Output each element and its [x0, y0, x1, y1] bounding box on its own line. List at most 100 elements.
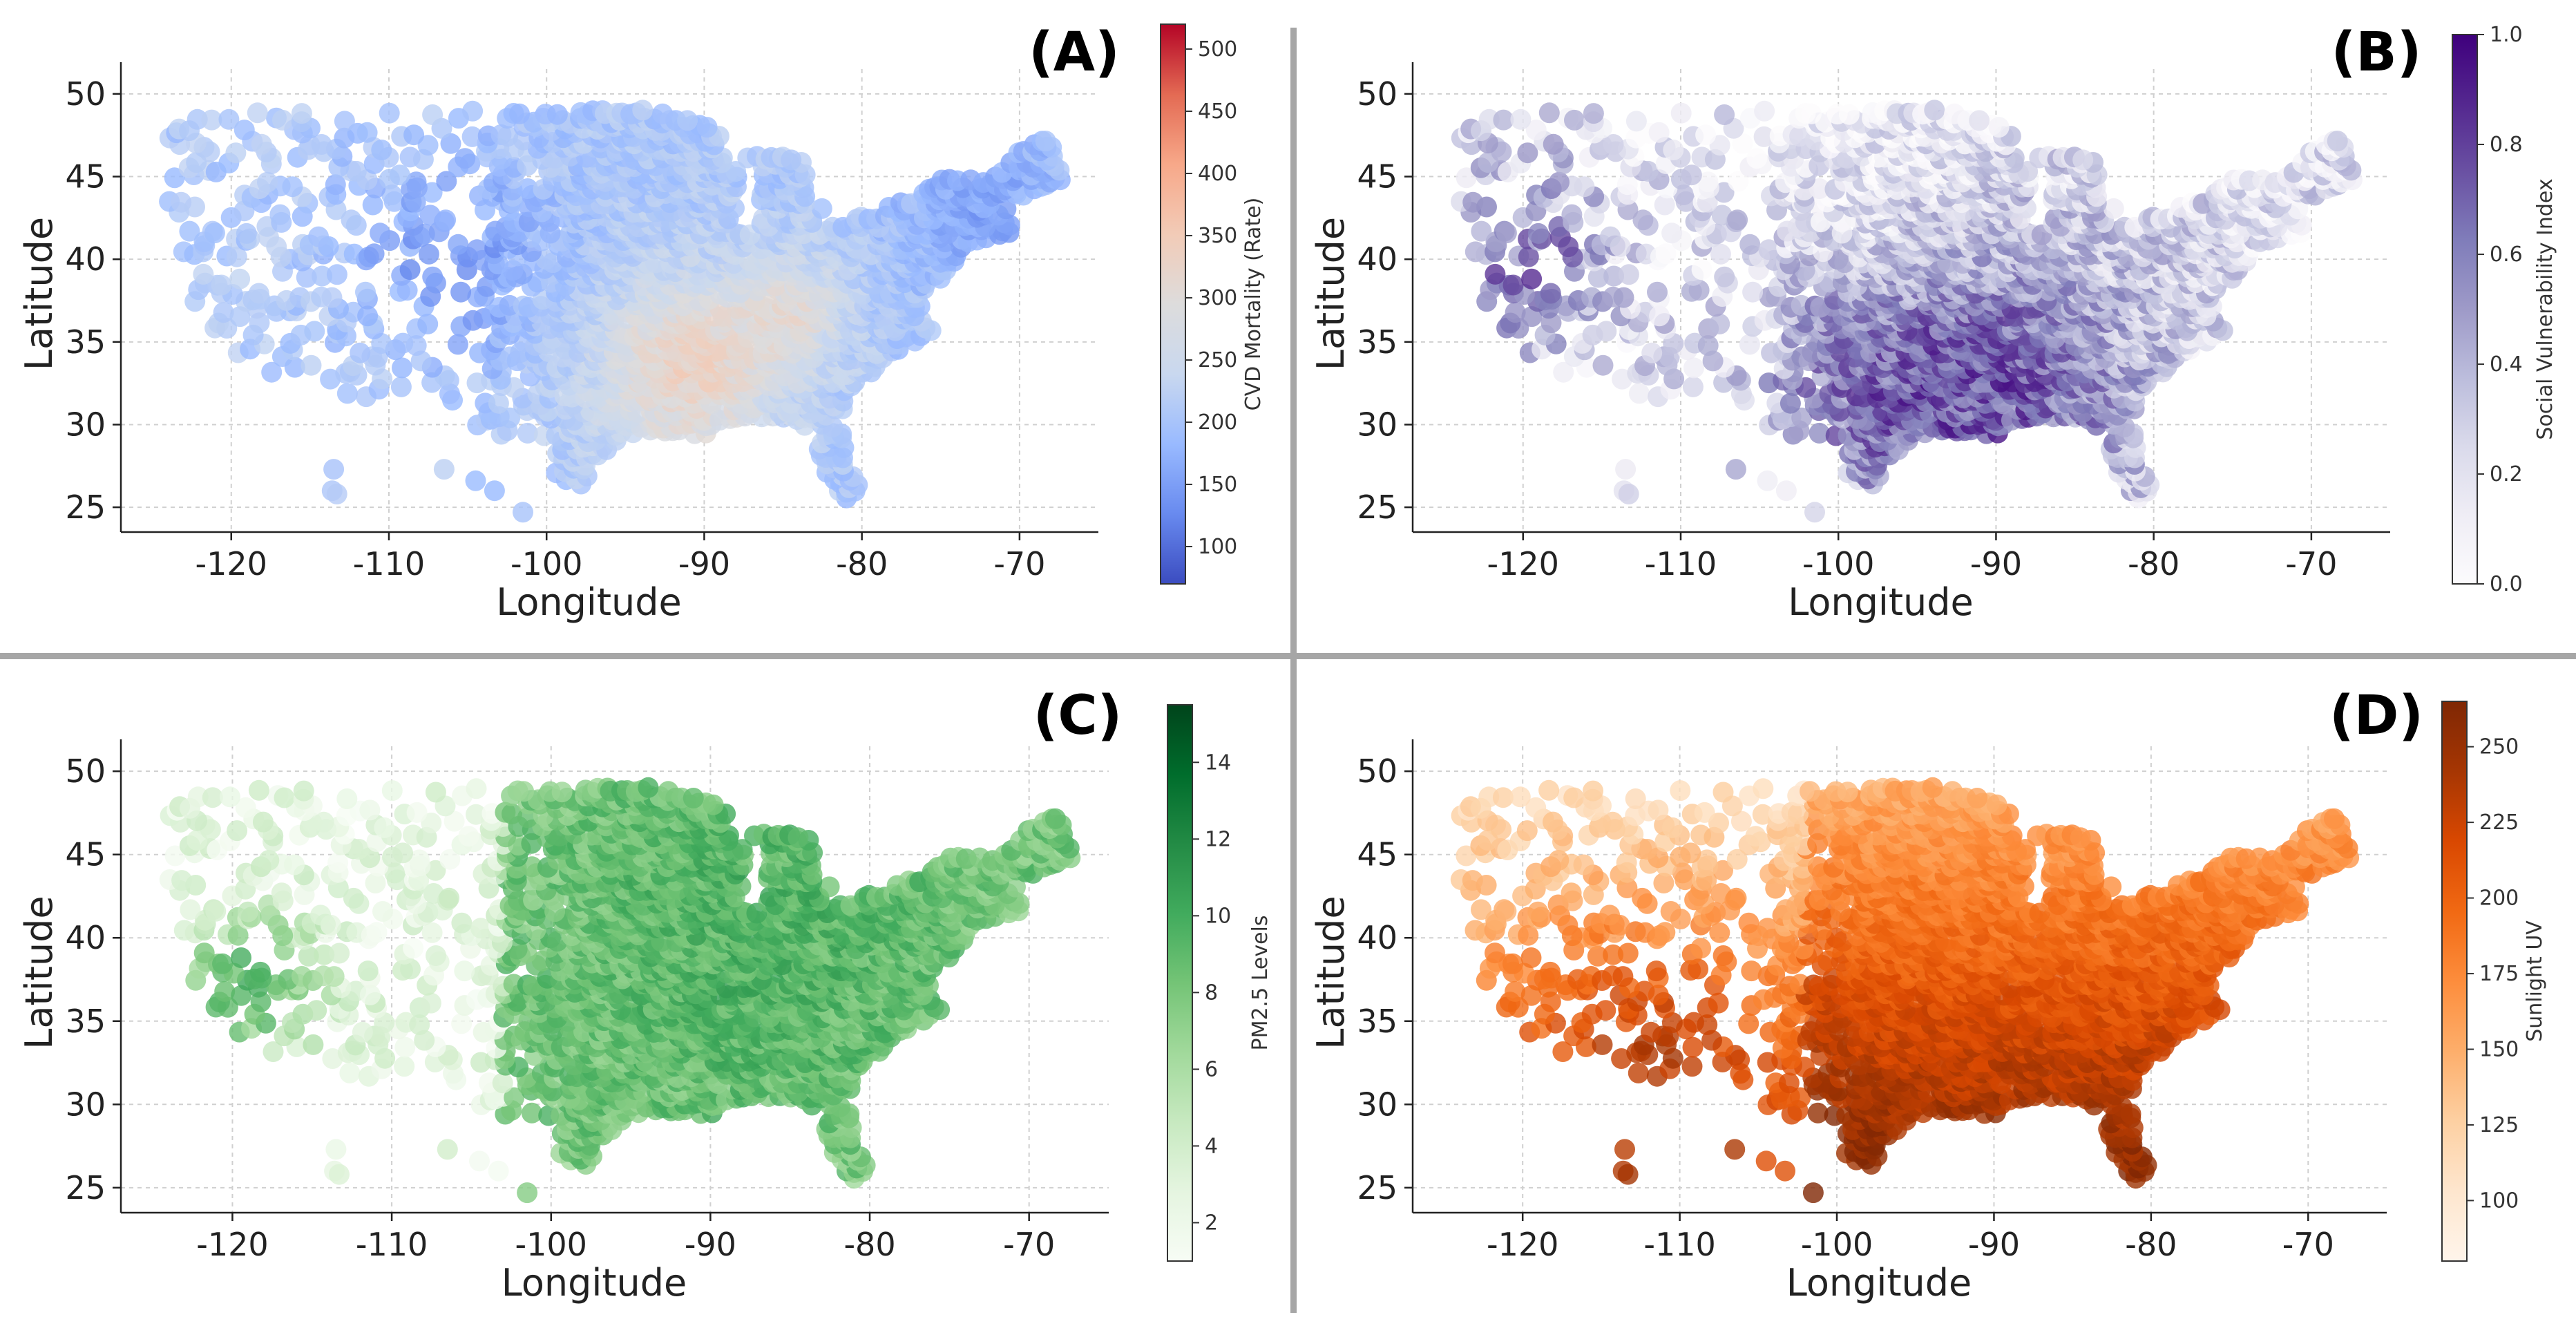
- data-point: [1596, 321, 1617, 342]
- data-point: [392, 357, 412, 379]
- data-point: [1801, 103, 1822, 124]
- data-point: [1683, 357, 1704, 379]
- x-tick-label: -110: [353, 545, 425, 583]
- data-point: [1613, 287, 1634, 308]
- panel-label: (A): [1029, 21, 1120, 84]
- colorbar-tick-label: 400: [1198, 162, 1237, 186]
- y-axis-label: Latitude: [17, 217, 61, 370]
- data-point: [652, 103, 674, 124]
- data-point: [350, 342, 371, 363]
- data-point: [334, 111, 355, 132]
- data-point: [326, 264, 347, 285]
- vertical-divider: [1290, 28, 1297, 1313]
- data-point: [379, 102, 400, 124]
- data-point: [422, 104, 443, 125]
- y-tick-label: 25: [65, 489, 106, 526]
- x-tick-label: -80: [836, 545, 888, 583]
- x-tick-label: -120: [195, 545, 267, 583]
- data-point: [1739, 234, 1761, 255]
- data-point: [282, 176, 303, 198]
- data-points: [159, 777, 1081, 1204]
- colorbar-tick-label: 450: [1198, 100, 1237, 124]
- data-point: [171, 191, 192, 213]
- data-point: [1618, 264, 1639, 285]
- colorbar-tick-label: 0.8: [2490, 133, 2523, 157]
- data-point: [251, 133, 272, 155]
- data-point: [308, 226, 330, 247]
- data-point: [1600, 226, 1621, 247]
- data-point: [509, 103, 530, 124]
- data-point: [1543, 133, 1564, 155]
- panels: -120 -110 -100 -90 -80 -70253035404550Longitu…: [17, 21, 2557, 1305]
- data-point: [465, 470, 486, 491]
- y-tick-label: 35: [1357, 323, 1397, 361]
- data-point: [1838, 104, 1860, 125]
- data-point: [326, 484, 347, 504]
- data-point: [1485, 263, 1506, 285]
- panel-label: (B): [2331, 21, 2422, 84]
- data-points: [159, 100, 1071, 523]
- data-point: [1780, 392, 1801, 414]
- data-point: [269, 204, 291, 225]
- data-point: [291, 103, 312, 124]
- data-point: [1944, 103, 1965, 124]
- data-point: [1502, 274, 1524, 296]
- colorbar-tick-label: 0.4: [2490, 352, 2523, 377]
- data-point: [781, 149, 802, 171]
- data-point: [1742, 281, 1764, 303]
- data-point: [1682, 376, 1704, 397]
- y-tick-label: 25: [1357, 489, 1397, 526]
- colorbar-tick-label: 300: [1198, 286, 1237, 310]
- data-point: [1754, 100, 1775, 122]
- data-point: [1725, 459, 1746, 480]
- data-point: [218, 108, 240, 130]
- data-point: [1647, 281, 1668, 303]
- data-point: [236, 222, 257, 244]
- data-point: [2072, 149, 2094, 171]
- data-point: [403, 124, 425, 146]
- data-point: [1625, 111, 1647, 132]
- colorbar-tick-label: 250: [1198, 348, 1237, 372]
- data-point: [1924, 100, 1945, 121]
- data-point: [1727, 209, 1748, 231]
- data-point: [433, 459, 455, 480]
- y-tick-label: 50: [65, 75, 106, 113]
- panel-dividers: [0, 28, 2576, 1313]
- data-point: [2327, 131, 2348, 152]
- data-point: [399, 259, 421, 281]
- data-point: [1574, 176, 1595, 198]
- data-point: [677, 110, 698, 131]
- data-point: [1592, 354, 1614, 376]
- x-tick-label: -100: [1802, 545, 1874, 583]
- data-point: [257, 171, 278, 193]
- data-point: [488, 392, 509, 414]
- y-tick-label: 40: [1357, 240, 1397, 278]
- chart-panel-a: -120 -110 -100 -90 -80 -70253035404550Longitu…: [17, 21, 1266, 624]
- data-point: [1739, 334, 1760, 355]
- x-axis-label: Longitude: [1788, 580, 1974, 624]
- y-tick-label: 30: [65, 406, 106, 443]
- data-point: [1714, 266, 1735, 287]
- data-point: [339, 1062, 361, 1083]
- data-point: [179, 220, 200, 242]
- data-point: [336, 383, 358, 404]
- data-point: [517, 422, 538, 444]
- data-point: [261, 361, 283, 383]
- y-tick-label: 45: [65, 158, 106, 196]
- colorbar-label: Social Vulnerability Index: [2533, 178, 2557, 439]
- data-point: [1561, 204, 1583, 225]
- data-point: [1661, 222, 1683, 244]
- data-point: [696, 117, 718, 138]
- colorbar-tick-label: 0.2: [2490, 462, 2523, 486]
- data-point: [462, 100, 484, 122]
- data-point: [323, 459, 345, 480]
- data-point: [1510, 108, 1532, 130]
- x-axis-label: Longitude: [496, 580, 682, 624]
- data-point: [300, 354, 322, 376]
- data-point: [632, 100, 653, 121]
- data-point: [1564, 109, 1585, 131]
- data-point: [1462, 191, 1484, 213]
- x-tick-label: -100: [511, 545, 582, 583]
- x-tick-label: -70: [2285, 545, 2337, 583]
- data-point: [1663, 140, 1684, 160]
